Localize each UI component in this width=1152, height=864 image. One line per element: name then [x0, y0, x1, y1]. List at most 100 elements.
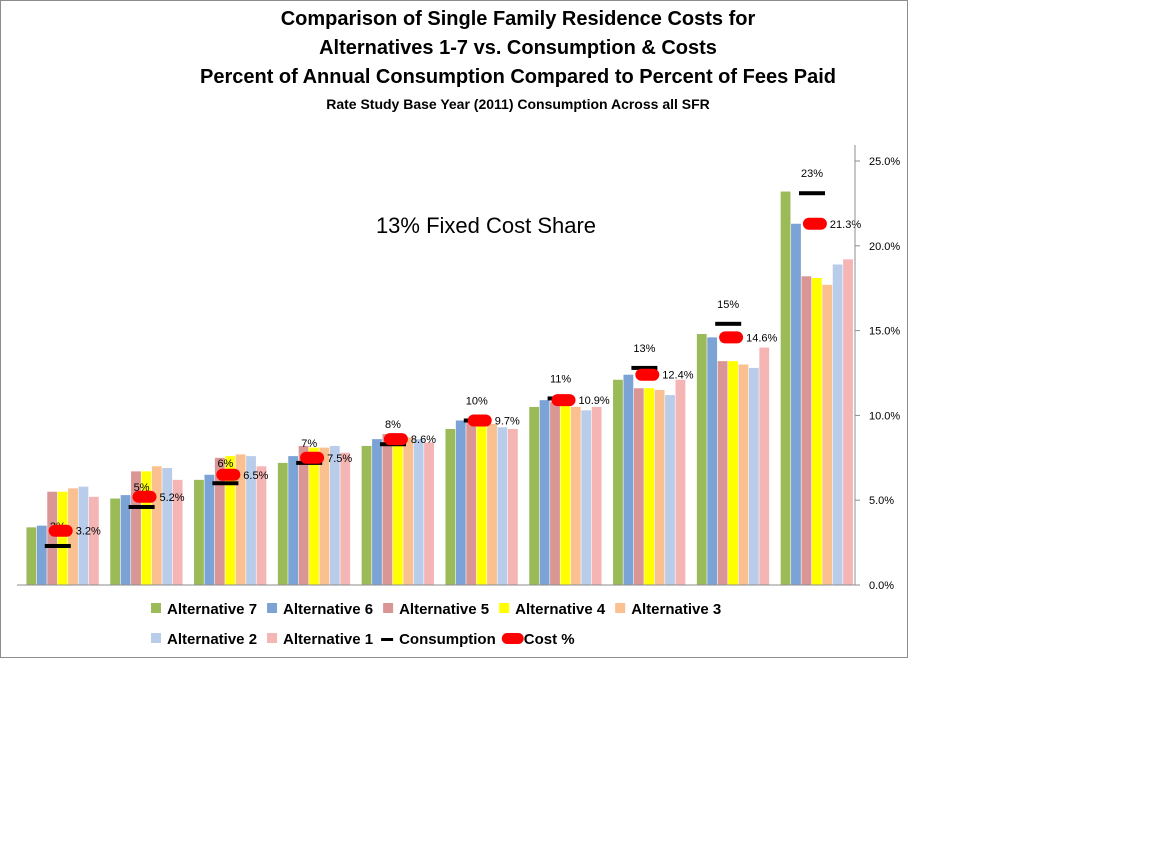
- bar-alternative-1-3: [256, 466, 267, 585]
- legend-swatch-alternative-5: [383, 603, 394, 613]
- bar-alternative-3-10: [822, 284, 833, 585]
- bar-alternative-1-8: [675, 379, 686, 585]
- bar-alternative-6-4: [288, 456, 299, 585]
- cost-marker-5: [383, 433, 408, 446]
- bar-alternative-5-4: [298, 445, 309, 585]
- consumption-marker-3: [212, 481, 239, 486]
- bar-alternative-2-3: [246, 456, 256, 585]
- chart: Comparison of Single Family Residence Co…: [17, 8, 900, 648]
- bar-alternative-3-8: [654, 389, 665, 585]
- cost-label-5: 8.6%: [411, 434, 436, 446]
- bar-alternative-1-6: [507, 428, 518, 585]
- bar-alternative-5-9: [717, 361, 728, 585]
- bar-alternative-6-7: [539, 400, 550, 585]
- bar-alternative-5-2: [131, 471, 141, 585]
- bar-alternative-4-9: [728, 361, 738, 585]
- cost-label-8: 12.4%: [662, 370, 693, 382]
- legend-swatch-alternative-4: [499, 603, 510, 613]
- cost-marker-7: [551, 394, 576, 407]
- bar-alternative-3-4: [319, 447, 330, 585]
- y-tick-label-2: 10.0%: [869, 410, 900, 422]
- bar-alternative-4-8: [644, 388, 655, 585]
- bar-alternative-6-6: [455, 420, 466, 585]
- chart-frame: Comparison of Single Family Residence Co…: [0, 0, 908, 658]
- bar-alternative-1-4: [340, 452, 351, 585]
- bar-alternative-6-10: [791, 223, 801, 585]
- bar-alternative-3-9: [738, 364, 749, 585]
- bar-alternative-7-2: [110, 498, 121, 585]
- legend-swatch-alternative-1: [267, 633, 278, 643]
- legend-label-cost: Cost %: [524, 631, 575, 648]
- bar-alternative-4-2: [141, 471, 152, 585]
- bar-alternative-1-7: [591, 406, 602, 585]
- bar-alternative-2-1: [78, 486, 89, 585]
- bar-alternative-2-6: [497, 427, 508, 585]
- cost-label-6: 9.7%: [495, 415, 520, 427]
- consumption-marker-8: [631, 365, 658, 370]
- bar-alternative-7-1: [26, 527, 37, 585]
- bar-alternative-7-3: [194, 479, 204, 585]
- legend-swatch-alternative-7: [151, 603, 161, 613]
- legend-label-alternative-2: Alternative 2: [167, 631, 257, 648]
- bar-alternative-5-8: [633, 388, 644, 585]
- bar-alternative-1-9: [759, 347, 770, 585]
- bar-alternative-7-8: [613, 379, 623, 585]
- legend-swatch-cost: [501, 633, 524, 644]
- consumption-label-5: 8%: [385, 419, 401, 431]
- cost-marker-8: [635, 368, 660, 381]
- cost-label-7: 10.9%: [579, 395, 610, 407]
- consumption-label-3: 6%: [217, 458, 233, 470]
- consumption-label-6: 10%: [466, 395, 488, 407]
- consumption-label-4: 7%: [301, 438, 317, 450]
- bar-alternative-7-10: [780, 191, 791, 585]
- chart-subtitle: Rate Study Base Year (2011) Consumption …: [326, 96, 710, 112]
- bar-alternative-6-1: [36, 525, 47, 585]
- cost-marker-9: [719, 331, 744, 344]
- bar-alternative-3-7: [570, 406, 581, 585]
- bar-alternative-4-5: [392, 435, 403, 585]
- bar-alternative-1-2: [172, 479, 183, 585]
- bar-alternative-3-6: [487, 423, 497, 585]
- bar-alternative-7-9: [696, 333, 707, 585]
- bar-alternative-3-1: [68, 488, 78, 585]
- bar-alternative-6-3: [204, 474, 215, 585]
- fixed-cost-annotation: 13% Fixed Cost Share: [376, 213, 596, 238]
- bar-alternative-4-6: [476, 422, 487, 585]
- legend-swatch-alternative-2: [151, 633, 161, 643]
- consumption-label-8: 13%: [633, 343, 655, 355]
- cost-marker-2: [132, 490, 157, 503]
- bar-alternative-5-1: [47, 491, 58, 585]
- y-tick-label-5: 25.0%: [869, 156, 900, 168]
- legend-label-alternative-7: Alternative 7: [167, 601, 257, 618]
- y-axis: 0.0% 5.0% 10.0% 15.0% 20.0% 25.0%: [17, 145, 900, 592]
- bar-alternative-5-7: [550, 401, 560, 585]
- cost-label-9: 14.6%: [746, 332, 777, 344]
- bar-alternative-5-6: [466, 418, 477, 585]
- consumption-marker-2: [128, 504, 155, 509]
- consumption-marker-9: [715, 321, 742, 326]
- legend-label-consumption: Consumption: [399, 631, 496, 648]
- plot-area: 2%5%6%7%8%10%11%13%15%23%3.2%5.2%6.5%7.5…: [26, 168, 861, 585]
- cost-label-3: 6.5%: [243, 470, 268, 482]
- legend-label-alternative-3: Alternative 3: [631, 601, 721, 618]
- bar-alternative-5-10: [801, 276, 812, 585]
- bar-alternative-2-5: [413, 439, 424, 585]
- chart-title-line-1: Comparison of Single Family Residence Co…: [281, 8, 756, 30]
- cost-label-1: 3.2%: [76, 526, 101, 538]
- bar-alternative-4-1: [57, 491, 68, 585]
- bar-alternative-6-2: [120, 495, 131, 585]
- chart-titles: Comparison of Single Family Residence Co…: [200, 8, 836, 112]
- bar-alternative-4-3: [225, 456, 236, 585]
- bar-alternative-2-2: [162, 467, 173, 585]
- bar-alternative-7-5: [361, 445, 372, 585]
- consumption-marker-1: [44, 543, 71, 548]
- y-tick-label-4: 20.0%: [869, 241, 900, 253]
- y-tick-label-0: 0.0%: [869, 580, 894, 592]
- y-tick-label-1: 5.0%: [869, 495, 894, 507]
- chart-title-line-2: Alternatives 1-7 vs. Consumption & Costs: [319, 37, 717, 59]
- bar-alternative-1-5: [424, 442, 434, 585]
- bar-alternative-3-3: [235, 454, 246, 585]
- consumption-label-10: 23%: [801, 168, 823, 180]
- bar-alternative-2-8: [665, 395, 675, 585]
- bar-alternative-4-7: [560, 405, 571, 585]
